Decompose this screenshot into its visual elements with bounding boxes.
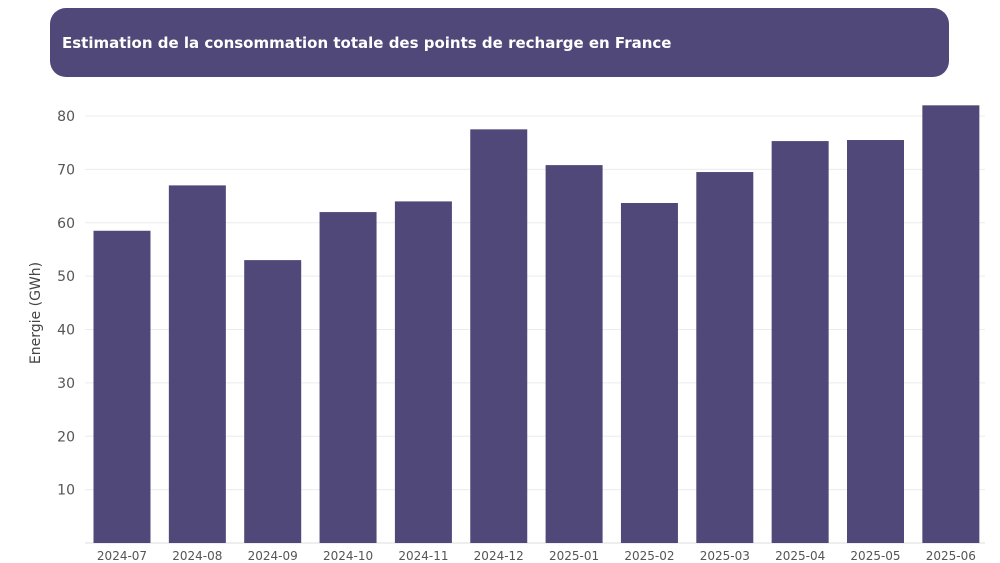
bar-2024-12	[470, 129, 528, 543]
y-tick-label: 60	[57, 216, 75, 232]
bar-2024-08	[168, 185, 226, 543]
x-tick-label: 2025-06	[926, 549, 976, 563]
bar-2024-07	[93, 230, 151, 543]
y-axis-ticks: 10 20 30 40 50 60 70 80	[57, 109, 75, 499]
y-tick-label: 10	[57, 483, 75, 499]
bar-2024-09	[244, 260, 302, 543]
x-tick-label: 2024-08	[172, 549, 222, 563]
grid-lines	[85, 115, 985, 544]
x-tick-label: 2025-05	[850, 549, 900, 563]
y-axis-label: Energie (GWh)	[28, 262, 44, 364]
bar-2025-03	[696, 172, 754, 543]
x-tick-label: 2024-09	[248, 549, 298, 563]
y-tick-label: 80	[57, 109, 75, 125]
bar-2025-06	[922, 105, 980, 543]
bar-2025-02	[620, 203, 678, 543]
bar-2024-11	[394, 201, 452, 543]
x-tick-label: 2024-10	[323, 549, 373, 563]
x-tick-label: 2025-03	[700, 549, 750, 563]
title-banner: Estimation de la consommation totale des…	[50, 8, 949, 77]
x-tick-label: 2025-04	[775, 549, 825, 563]
y-tick-label: 50	[57, 269, 75, 285]
bar-2024-10	[319, 212, 377, 543]
x-tick-label: 2024-12	[474, 549, 524, 563]
y-tick-label: 30	[57, 376, 75, 392]
bars	[93, 105, 980, 544]
x-tick-label: 2024-07	[97, 549, 147, 563]
y-tick-label: 40	[57, 323, 75, 339]
x-tick-label: 2025-02	[624, 549, 674, 563]
x-tick-label: 2025-01	[549, 549, 599, 563]
bar-2025-05	[847, 140, 904, 544]
chart-title: Estimation de la consommation totale des…	[62, 33, 672, 52]
bar-2025-01	[545, 165, 603, 544]
bar-2025-04	[771, 141, 829, 543]
x-axis-ticks: 2024-07 2024-08 2024-09 2024-10 2024-11 2024-…	[97, 549, 976, 563]
y-tick-label: 20	[57, 429, 75, 445]
x-tick-label: 2024-11	[398, 549, 448, 563]
y-tick-label: 70	[57, 162, 75, 178]
